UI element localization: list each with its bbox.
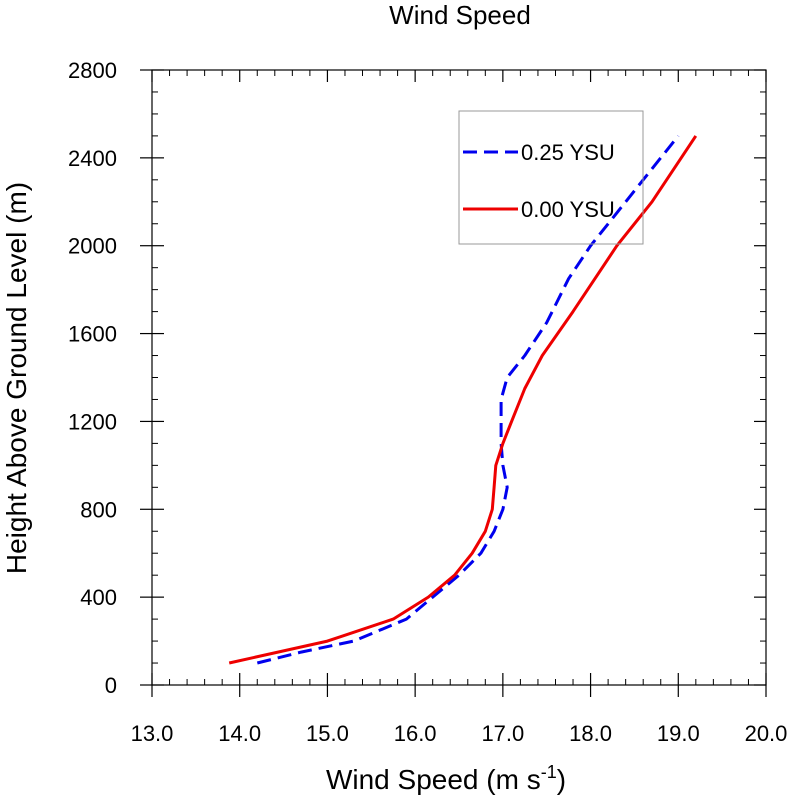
plot-frame [151,69,767,686]
x-tick-label: 14.0 [218,721,261,746]
x-axis-label: Wind Speed (m s-1) [326,762,566,795]
y-tick-label: 2400 [68,146,117,171]
chart-title: Wind Speed [389,0,531,30]
y-tick-label: 1200 [68,409,117,434]
x-tick-label: 19.0 [657,721,700,746]
minor-ticks [152,70,766,685]
y-tick-labels: 0 400 800 1200 1600 2000 2400 2800 [68,58,117,698]
x-tick-label: 20.0 [745,721,788,746]
x-tick-label: 13.0 [131,721,174,746]
x-tick-labels: 13.0 14.0 15.0 16.0 17.0 18.0 19.0 20.0 [131,721,788,746]
series-layer [228,134,698,665]
y-tick-label: 1600 [68,322,117,347]
x-axis-label-superscript: -1 [541,762,557,782]
x-tick-label: 15.0 [306,721,349,746]
x-axis-label-suffix: ) [557,764,566,795]
x-tick-label: 18.0 [569,721,612,746]
y-tick-label: 2000 [68,234,117,259]
y-axis-label: Height Above Ground Level (m) [1,182,32,574]
y-tick-label: 800 [80,497,117,522]
x-tick-label: 16.0 [394,721,437,746]
legend: 0.25 YSU 0.00 YSU [458,110,644,245]
series-line-1 [256,134,680,665]
y-tick-label: 400 [80,585,117,610]
x-axis-label-main: Wind Speed (m s [326,764,541,795]
x-tick-label: 17.0 [481,721,524,746]
legend-label-series-1: 0.25 YSU [521,140,615,165]
legend-box [458,110,644,245]
y-tick-label: 2800 [68,58,117,83]
y-tick-label: 0 [105,673,117,698]
major-ticks [140,69,767,697]
series-line-2 [228,135,698,665]
legend-label-series-2: 0.00 YSU [521,197,615,222]
